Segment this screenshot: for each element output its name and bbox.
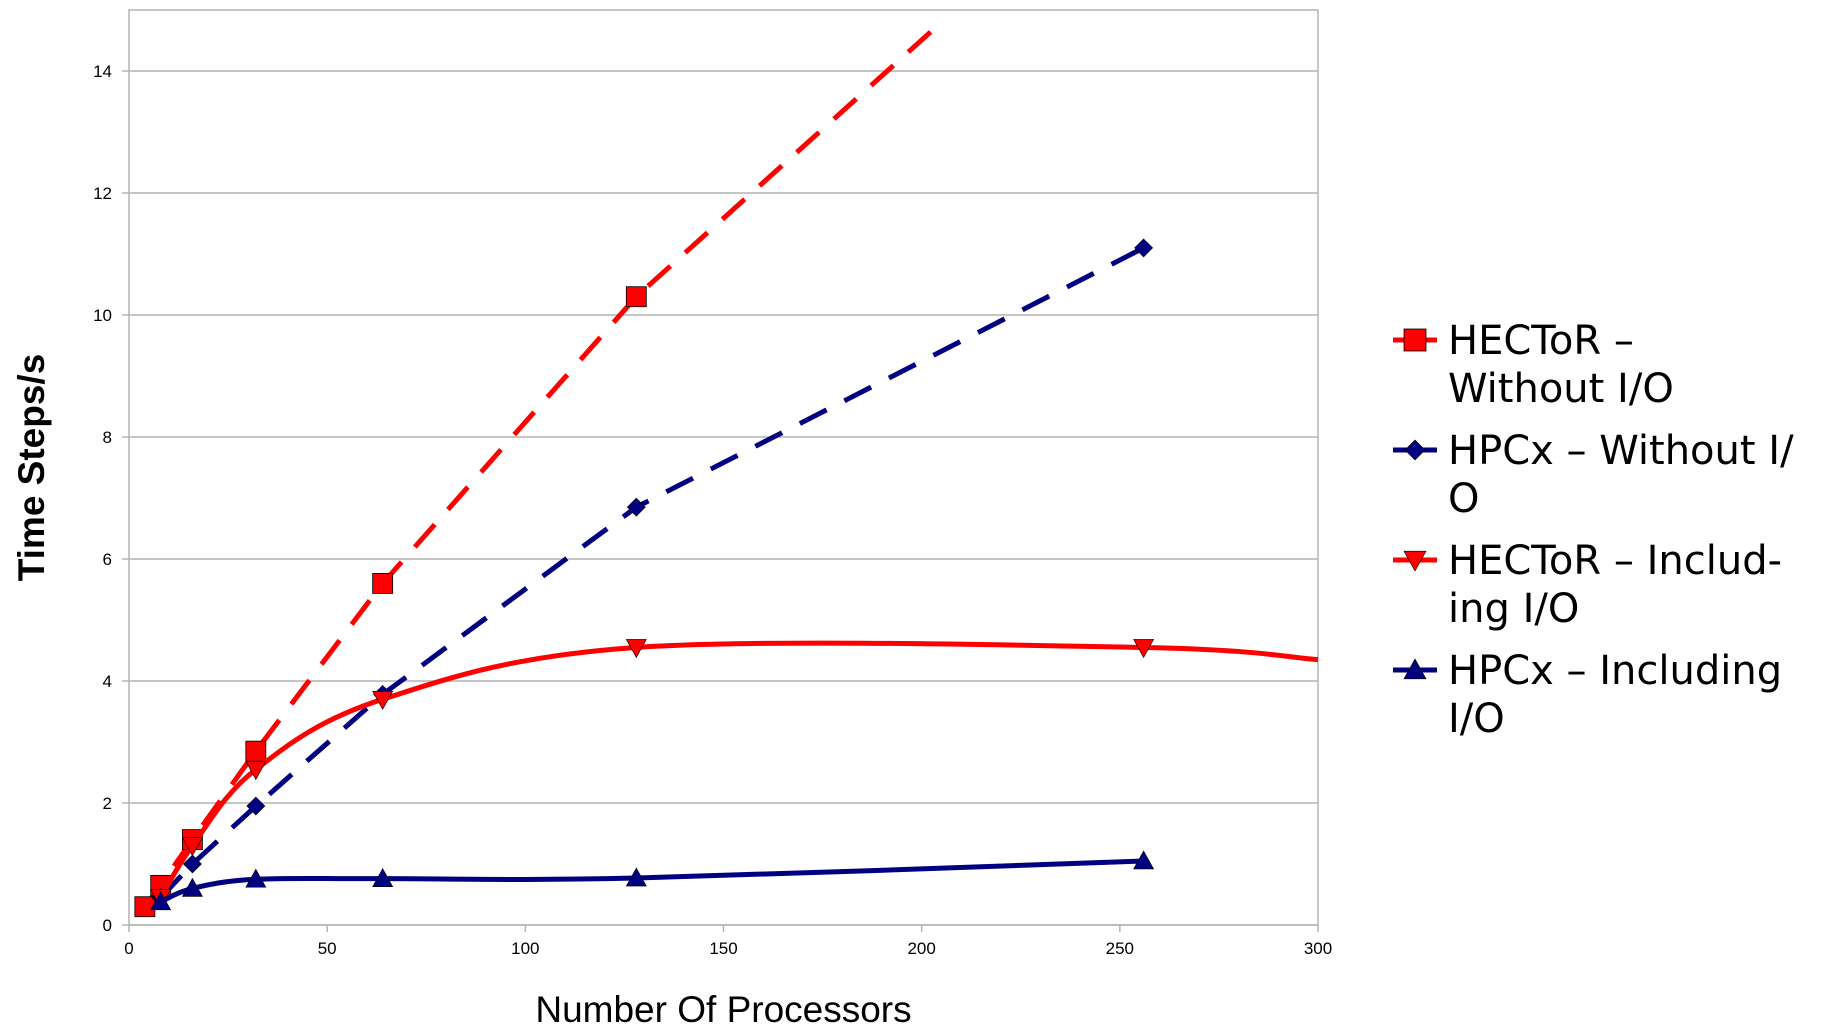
legend-swatch-marker [1403,658,1427,680]
x-tick-label: 0 [124,939,133,958]
series-group [134,20,1319,918]
y-tick-label: 10 [93,306,112,325]
data-point [372,690,394,710]
x-tick-label: 250 [1106,939,1134,958]
data-point [181,877,203,897]
data-point [625,286,647,308]
y-tick-label: 8 [103,428,112,447]
legend-label: HPCx – Without I/ [1448,428,1794,474]
grid [129,70,1318,926]
data-point [150,891,172,911]
x-axis-ticks: 0 50 100 150 200 250 300 [124,925,1332,958]
x-tick-label: 200 [907,939,935,958]
legend-entry-2: HPCx – Without I/O [1393,428,1794,522]
data-point [181,837,203,857]
legend-label: HECToR – [1448,318,1634,364]
data-point [372,868,394,887]
legend-entry-3: HECToR – Includ-ing I/O [1393,538,1782,632]
x-tick-label: 50 [318,939,337,958]
series-line [158,245,1145,900]
data-point [626,497,646,517]
y-tick-label: 4 [103,672,112,691]
y-tick-label: 0 [103,916,112,935]
legend-label: ing I/O [1448,586,1579,632]
legend-label: O [1448,476,1479,522]
series-2 [151,238,1154,907]
x-tick-label: 300 [1304,939,1332,958]
legend-label: Without I/O [1448,366,1674,412]
y-tick-label: 12 [93,184,112,203]
legend-swatch-marker [1404,439,1426,461]
x-tick-label: 150 [709,939,737,958]
data-point [245,740,267,762]
legend-entry-1: HECToR –Without I/O [1393,318,1674,412]
data-point [372,573,394,594]
legend-label: HPCx – Including [1448,648,1782,694]
data-point [246,796,266,816]
series-3 [150,639,1319,909]
data-point [625,639,647,659]
y-tick-label: 2 [103,794,112,813]
plot-area-frame [128,9,1319,926]
data-point [134,896,156,918]
x-axis-title: Number Of Processors [535,989,911,1030]
y-axis-ticks: 0 2 4 6 8 10 12 14 [93,62,129,935]
y-tick-label: 14 [93,62,112,81]
data-point [245,868,267,888]
data-point [245,761,267,781]
x-tick-label: 100 [511,939,539,958]
data-point [1134,238,1154,258]
data-point [1133,639,1155,659]
data-point [182,854,202,874]
data-point [625,867,647,887]
legend-label: I/O [1448,696,1505,742]
legend-swatch-marker [1403,550,1427,572]
data-point [1133,850,1155,870]
legend-swatch-marker [1403,328,1427,352]
series-4 [150,850,1155,911]
y-axis-title: Time Steps/s [11,354,52,582]
y-tick-label: 6 [103,550,112,569]
legend: HECToR –Without I/O HPCx – Without I/O HEC… [1393,318,1794,742]
series-line [159,858,1144,905]
legend-label: HECToR – Includ- [1448,538,1782,584]
series-line [142,20,944,909]
series-1 [134,20,944,918]
